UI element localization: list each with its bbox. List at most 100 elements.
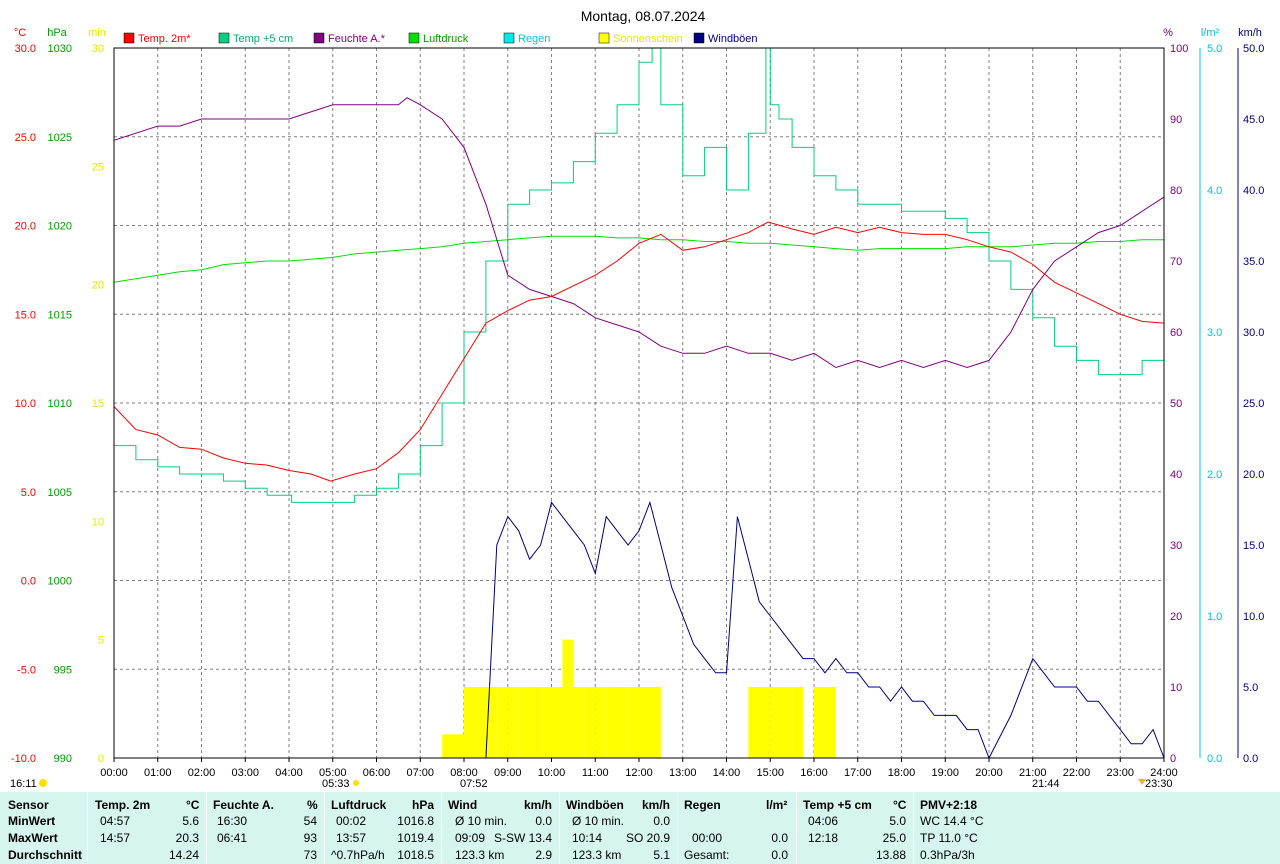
tick-label-sun: 10 bbox=[92, 516, 104, 528]
tick-label-time: 19:00 bbox=[931, 767, 959, 779]
stats-header-gust: Windböen bbox=[566, 798, 624, 812]
stats-hum-max-val: 93 bbox=[303, 831, 317, 845]
tick-label-time: 06:00 bbox=[363, 767, 391, 779]
axis-unit-wind: km/h bbox=[1238, 27, 1262, 39]
tick-label-temp: 20.0 bbox=[15, 221, 36, 233]
stats-gust-min-label: Ø 10 min. bbox=[572, 814, 625, 828]
tick-label-time: 07:00 bbox=[406, 767, 434, 779]
stats-hum-max-time: 06:41 bbox=[217, 831, 248, 845]
tick-label-time: 24:00 bbox=[1150, 767, 1178, 779]
sunshine-bar bbox=[814, 687, 825, 758]
tick-label-pressure: 1025 bbox=[48, 132, 72, 144]
legend-label-sun: Sonnenschein bbox=[613, 33, 683, 45]
tick-label-rain: 0.0 bbox=[1207, 753, 1222, 765]
sunshine-bar bbox=[529, 687, 541, 758]
plot-frame bbox=[113, 47, 1165, 759]
tick-label-time: 23:00 bbox=[1106, 767, 1134, 779]
tick-label-time: 18:00 bbox=[888, 767, 916, 779]
sunshine-bar bbox=[824, 687, 836, 758]
legend-swatch-gusts bbox=[693, 32, 705, 44]
stats-rain-max-time: 00:00 bbox=[692, 831, 723, 845]
stats-hum-min-time: 16:30 bbox=[217, 814, 248, 828]
stats-header-t2m: Temp. 2m bbox=[95, 798, 151, 812]
tick-label-pressure: 995 bbox=[54, 664, 72, 676]
sunshine-bar bbox=[551, 687, 563, 758]
stats-gust-distance: 123.3 km bbox=[572, 848, 622, 862]
tick-label-time: 21:00 bbox=[1019, 767, 1047, 779]
tick-label-humidity: 40 bbox=[1170, 469, 1182, 481]
marker-sunrise: 05:33 bbox=[322, 778, 350, 790]
tick-label-humidity: 90 bbox=[1170, 114, 1182, 126]
stats-row-avg: Durchschnitt bbox=[8, 848, 83, 862]
tick-label-rain: 5.0 bbox=[1207, 43, 1222, 55]
stats-unit-gust: km/h bbox=[642, 798, 671, 812]
stats-t5-min-time: 04:06 bbox=[808, 814, 839, 828]
stats-t5-min-val: 5.0 bbox=[889, 814, 906, 828]
stats-header-hum: Feuchte A. bbox=[213, 798, 274, 812]
sunshine-bar bbox=[518, 687, 530, 758]
tick-label-sun: 20 bbox=[92, 280, 104, 292]
sunshine-bar bbox=[770, 687, 782, 758]
tick-label-wind: 35.0 bbox=[1243, 256, 1264, 268]
tick-label-pressure: 1000 bbox=[48, 576, 72, 588]
stats-hum-min-val: 54 bbox=[303, 814, 317, 828]
sunrise-icon bbox=[353, 780, 359, 786]
stats-pmv-wc: WC 14.4 °C bbox=[920, 814, 984, 828]
legend-label-humidity: Feuchte A.* bbox=[328, 33, 386, 45]
tick-label-sun: 15 bbox=[92, 398, 104, 410]
stats-press-min-time: 00:02 bbox=[336, 814, 367, 828]
tick-label-temp: -10.0 bbox=[11, 753, 36, 765]
marker-sunset2: 23:30 bbox=[1145, 778, 1173, 790]
marker-sunset1: 21:44 bbox=[1032, 778, 1060, 790]
stats-unit-press: hPa bbox=[412, 798, 435, 812]
stats-t2m-min-time: 04:57 bbox=[100, 814, 131, 828]
sunshine-bar bbox=[617, 687, 629, 758]
sun-icon-left bbox=[39, 779, 47, 787]
legend-swatch-temp5cm bbox=[218, 32, 230, 44]
stats-press-trend: ^0.7hPa/h bbox=[331, 848, 385, 862]
stats-header-t5: Temp +5 cm bbox=[803, 798, 872, 812]
stats-wind-distance: 123.3 km bbox=[455, 848, 505, 862]
tick-label-time: 16:00 bbox=[800, 767, 828, 779]
sunshine-bar bbox=[584, 687, 596, 758]
stats-row-max: MaxWert bbox=[8, 831, 58, 845]
tick-label-wind: 30.0 bbox=[1243, 327, 1264, 339]
stats-wind-avg-val: 2.9 bbox=[535, 848, 552, 862]
stats-t2m-max-val: 20.3 bbox=[175, 831, 199, 845]
tick-label-temp: 10.0 bbox=[15, 398, 36, 410]
legend-swatch-humidity bbox=[313, 32, 325, 44]
tick-label-time: 14:00 bbox=[713, 767, 741, 779]
stats-wind-min-val: 0.0 bbox=[535, 814, 552, 828]
sunshine-bar bbox=[595, 687, 607, 758]
tick-label-sun: 0 bbox=[98, 753, 104, 765]
tick-label-sun: 5 bbox=[98, 635, 104, 647]
tick-label-pressure: 1020 bbox=[48, 221, 72, 233]
stats-rain-max-val: 0.0 bbox=[771, 831, 788, 845]
tick-label-time: 12:00 bbox=[625, 767, 653, 779]
tick-label-time: 08:00 bbox=[450, 767, 478, 779]
tick-label-temp: 25.0 bbox=[15, 132, 36, 144]
stats-wind-max-val: S-SW 13.4 bbox=[493, 831, 552, 845]
tick-label-rain: 2.0 bbox=[1207, 469, 1222, 481]
series-line-temp2m bbox=[113, 221, 1165, 482]
axis-unit-hum: % bbox=[1163, 27, 1173, 39]
sunshine-bar bbox=[562, 639, 574, 758]
stats-gust-min-val: 0.0 bbox=[653, 814, 670, 828]
chart-title: Montag, 08.07.2024 bbox=[581, 8, 706, 24]
stats-unit-hum: % bbox=[307, 798, 318, 812]
legend-swatch-pressure bbox=[408, 32, 420, 44]
stats-header-rain: Regen bbox=[684, 798, 721, 812]
stats-rain-total-val: 0.0 bbox=[771, 848, 788, 862]
legend-label-temp5cm: Temp +5 cm bbox=[233, 33, 293, 45]
tick-label-temp: 30.0 bbox=[15, 43, 36, 55]
tick-label-temp: 0.0 bbox=[21, 576, 36, 588]
stats-hum-avg-val: 73 bbox=[303, 848, 317, 862]
tick-label-time: 04:00 bbox=[275, 767, 303, 779]
tick-label-wind: 10.0 bbox=[1243, 611, 1264, 623]
legend-label-pressure: Luftdruck bbox=[423, 33, 469, 45]
grid bbox=[114, 48, 1164, 758]
tick-label-humidity: 30 bbox=[1170, 540, 1182, 552]
stats-unit-rain: l/m² bbox=[766, 798, 788, 812]
axis-unit-rain: l/m² bbox=[1201, 27, 1220, 39]
legend-swatch-temp2m bbox=[123, 32, 135, 44]
